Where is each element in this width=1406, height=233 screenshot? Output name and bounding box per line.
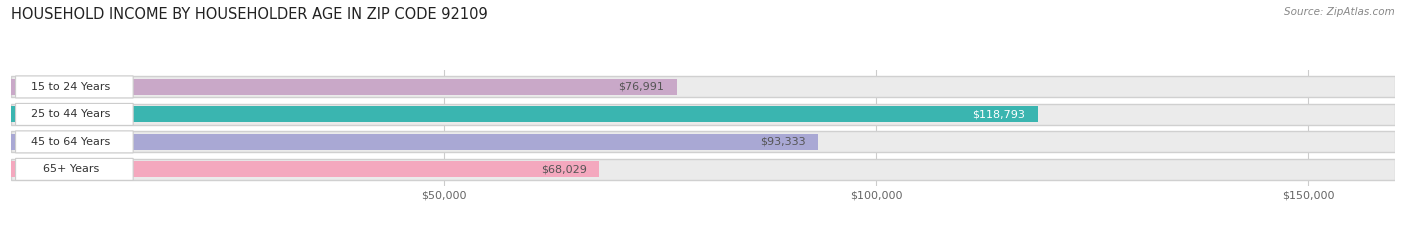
Bar xyxy=(11,106,1039,122)
Bar xyxy=(11,79,676,95)
Bar xyxy=(11,131,1395,152)
Text: 25 to 44 Years: 25 to 44 Years xyxy=(31,110,111,119)
Bar xyxy=(11,159,1395,180)
Text: HOUSEHOLD INCOME BY HOUSEHOLDER AGE IN ZIP CODE 92109: HOUSEHOLD INCOME BY HOUSEHOLDER AGE IN Z… xyxy=(11,7,488,22)
Bar xyxy=(11,161,599,177)
Bar xyxy=(11,104,1395,125)
FancyBboxPatch shape xyxy=(15,103,134,125)
FancyBboxPatch shape xyxy=(15,158,134,180)
Text: 65+ Years: 65+ Years xyxy=(42,164,98,174)
FancyBboxPatch shape xyxy=(15,131,134,153)
Text: $118,793: $118,793 xyxy=(973,110,1025,119)
Text: $76,991: $76,991 xyxy=(619,82,664,92)
Bar xyxy=(11,134,818,150)
Text: 15 to 24 Years: 15 to 24 Years xyxy=(31,82,110,92)
Text: 45 to 64 Years: 45 to 64 Years xyxy=(31,137,110,147)
Text: $93,333: $93,333 xyxy=(759,137,806,147)
Bar xyxy=(11,76,1395,97)
Text: $68,029: $68,029 xyxy=(541,164,586,174)
Text: Source: ZipAtlas.com: Source: ZipAtlas.com xyxy=(1284,7,1395,17)
FancyBboxPatch shape xyxy=(15,76,134,98)
